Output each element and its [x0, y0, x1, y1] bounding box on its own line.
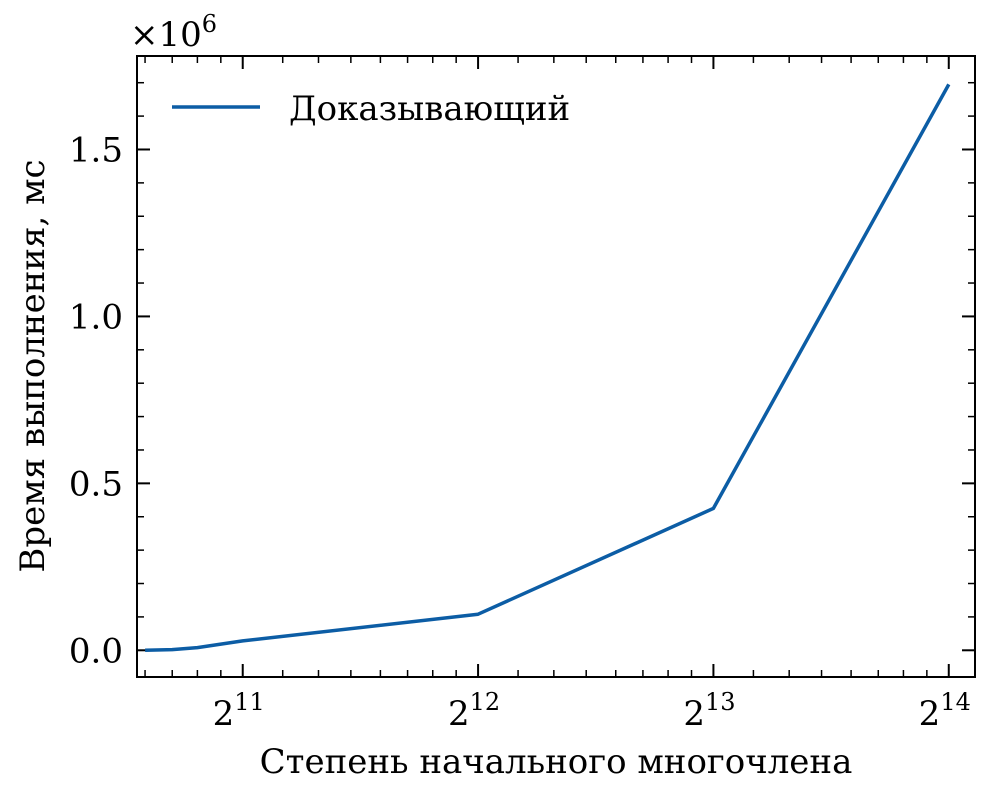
y-axis-multiplier: ×106	[130, 10, 217, 55]
minor-ticks	[137, 56, 975, 677]
legend: Доказывающий	[172, 89, 570, 129]
plot-frame	[136, 55, 976, 678]
y-tick-label: 1.0	[69, 297, 123, 337]
y-tick-label: 0.5	[69, 464, 123, 504]
x-tick-label: 211	[213, 688, 265, 734]
y-tick-label: 1.5	[69, 130, 123, 170]
y-tick-labels: 0.0 0.5 1.0 1.5	[69, 130, 123, 671]
y-axis-multiplier-exponent: 6	[202, 10, 217, 38]
series-line-0	[145, 83, 951, 653]
x-axis-label: Степень начального многочлена	[260, 742, 853, 782]
x-tick-label: 214	[919, 688, 971, 734]
x-tick-labels: 211 212 213 214	[213, 688, 971, 734]
x-tick-label: 212	[448, 688, 500, 734]
legend-label-prover: Доказывающий	[289, 89, 570, 129]
major-ticks	[137, 56, 975, 677]
y-axis-label: Время выполнения, мс	[13, 159, 53, 572]
x-tick-label: 213	[683, 688, 735, 734]
y-tick-label: 0.0	[69, 631, 123, 671]
series-layer	[145, 83, 951, 653]
y-axis-multiplier-base: ×10	[130, 15, 202, 55]
